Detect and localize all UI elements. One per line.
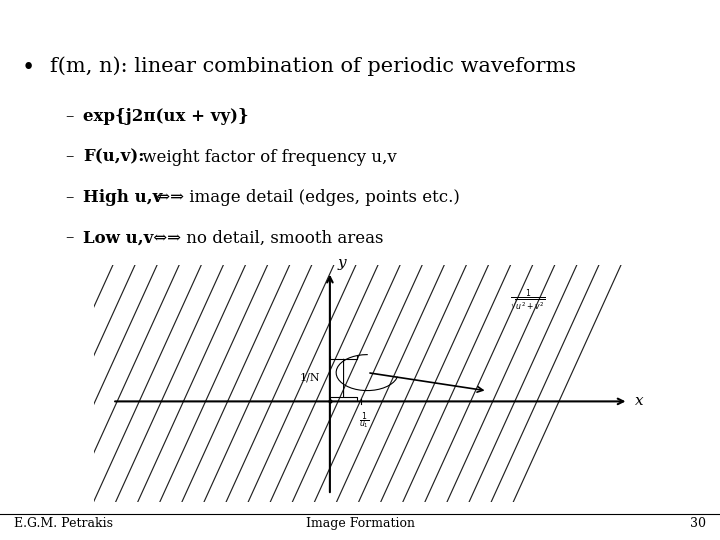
Text: –: – <box>65 108 73 125</box>
Text: ⇔⇒ image detail (edges, points etc.): ⇔⇒ image detail (edges, points etc.) <box>151 189 460 206</box>
Text: –: – <box>65 189 73 206</box>
Text: Low u,v: Low u,v <box>83 230 153 246</box>
Text: weight factor of frequency u,v: weight factor of frequency u,v <box>137 148 397 165</box>
Text: High u,v: High u,v <box>83 189 162 206</box>
Text: –: – <box>65 230 73 246</box>
Text: exp{j2π(ux + vy)}: exp{j2π(ux + vy)} <box>83 108 248 125</box>
Text: Image Formation: Image Formation <box>305 517 415 530</box>
Text: 1/N: 1/N <box>300 373 320 383</box>
Text: f(m, n): linear combination of periodic waveforms: f(m, n): linear combination of periodic … <box>50 57 577 76</box>
Text: $\frac{1}{u_1}$: $\frac{1}{u_1}$ <box>359 410 369 432</box>
Text: $\frac{1}{\sqrt{u^2+v^2}}$: $\frac{1}{\sqrt{u^2+v^2}}$ <box>510 287 546 314</box>
Text: E.G.M. Petrakis: E.G.M. Petrakis <box>14 517 114 530</box>
Text: 30: 30 <box>690 517 706 530</box>
Text: y: y <box>338 256 346 270</box>
Text: x: x <box>634 394 643 408</box>
Text: –: – <box>65 148 73 165</box>
Text: ⇔⇒ no detail, smooth areas: ⇔⇒ no detail, smooth areas <box>148 230 383 246</box>
Text: F(u,v):: F(u,v): <box>83 148 144 165</box>
Text: •: • <box>22 57 35 79</box>
